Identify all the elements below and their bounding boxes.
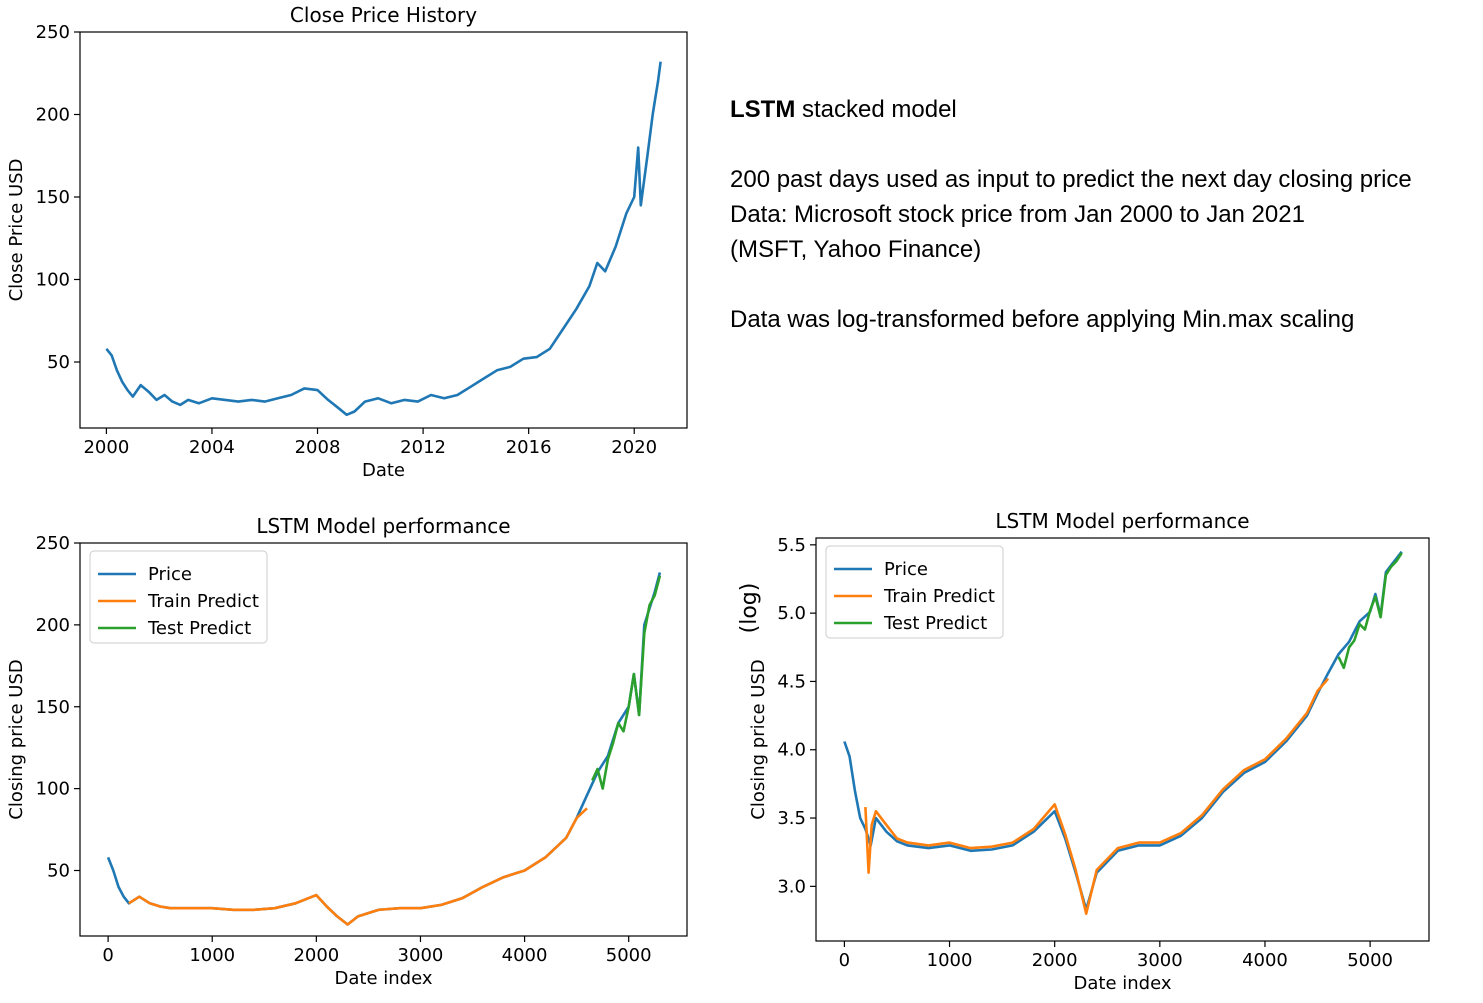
- plot-frame: [79, 31, 688, 429]
- series-line-train-predict: [864, 677, 1330, 915]
- chart-lstm-performance-linear: LSTM Model performance 0 1000 2000 3000 4000 5…: [6, 514, 688, 989]
- chart-title: Close Price History: [290, 3, 477, 27]
- series-line-test-predict: [591, 575, 662, 790]
- legend-label-train-predict: Train Predict: [883, 586, 995, 607]
- x-tick-label: 2000: [1032, 950, 1078, 971]
- x-tick-label: 2012: [400, 437, 446, 458]
- x-tick-label: 2008: [295, 437, 341, 458]
- x-tick-label: 0: [102, 945, 113, 966]
- y-tick-label: 50: [47, 352, 70, 373]
- y-tick-label: 5.5: [777, 535, 806, 556]
- chart-close-price-history: Close Price History 2000 2004 2008 2012 2016 2…: [6, 3, 688, 481]
- notes-line-1: 200 past days used as input to predict t…: [730, 166, 1412, 193]
- series-line-test-predict: [1337, 552, 1403, 670]
- series-group: [106, 572, 662, 926]
- y-axis-label-log: (log): [737, 583, 762, 634]
- series-group: [105, 61, 662, 417]
- y-tick-label: 50: [47, 861, 70, 882]
- x-tick-label: 2004: [189, 437, 235, 458]
- y-tick-label: 3.5: [777, 808, 806, 829]
- x-tick-label: 2000: [83, 437, 129, 458]
- y-axis-label: Close Price USD: [6, 159, 27, 302]
- y-tick-label: 150: [36, 697, 70, 718]
- x-tick-label: 1000: [927, 950, 973, 971]
- notes-panel: LSTM stacked model 200 past days used as…: [730, 92, 1480, 337]
- x-tick-label: 5000: [606, 945, 652, 966]
- x-tick-label: 3000: [398, 945, 444, 966]
- x-tick-label: 4000: [1242, 950, 1288, 971]
- notes-line-2: Data: Microsoft stock price from Jan 200…: [730, 201, 1305, 228]
- y-tick-label: 150: [36, 187, 70, 208]
- x-tick-label: 2000: [293, 945, 339, 966]
- chart-lstm-performance-log: LSTM Model performance 0 1000 2000 3000 4000 5…: [737, 509, 1430, 994]
- x-tick-label: 5000: [1347, 950, 1393, 971]
- y-tick-label: 4.5: [777, 671, 806, 692]
- x-tick-label: 2020: [611, 437, 657, 458]
- x-tick-label: 1000: [189, 945, 235, 966]
- series-line-close: [105, 61, 662, 417]
- notes-model-line: LSTM stacked model: [730, 92, 1480, 127]
- plot-frame: [815, 537, 1430, 942]
- y-tick-label: 100: [36, 779, 70, 800]
- notes-line-3: (MSFT, Yahoo Finance): [730, 236, 982, 263]
- y-tick-label: 200: [36, 615, 70, 636]
- x-axis-label: Date index: [1074, 973, 1172, 994]
- x-tick-label: 2016: [506, 437, 552, 458]
- legend-label-price: Price: [884, 559, 928, 580]
- x-axis-label: Date index: [335, 968, 433, 989]
- plot-frame: [79, 542, 688, 937]
- y-axis-label: Closing price USD: [6, 659, 27, 820]
- y-tick-label: 250: [36, 533, 70, 554]
- y-tick-label: 3.0: [777, 876, 806, 897]
- series-group: [843, 550, 1403, 915]
- legend-label-test-predict: Test Predict: [147, 618, 251, 639]
- legend-label-train-predict: Train Predict: [147, 591, 259, 612]
- series-line-price: [843, 550, 1403, 911]
- y-tick-label: 200: [36, 105, 70, 126]
- y-tick-label: 250: [36, 22, 70, 43]
- y-axis-label: Closing price USD: [748, 659, 769, 820]
- chart-title: LSTM Model performance: [995, 509, 1249, 533]
- x-tick-label: 3000: [1137, 950, 1183, 971]
- x-tick-label: 4000: [502, 945, 548, 966]
- x-axis-label: Date: [362, 460, 405, 481]
- series-line-train-predict: [128, 807, 588, 926]
- legend-label-price: Price: [148, 564, 192, 585]
- legend-label-test-predict: Test Predict: [883, 613, 987, 634]
- y-tick-label: 4.0: [777, 740, 806, 761]
- y-tick-label: 100: [36, 270, 70, 291]
- notes-model-bold: LSTM: [730, 96, 796, 123]
- notes-line-4: Data was log-transformed before applying…: [730, 306, 1355, 333]
- chart-title: LSTM Model performance: [256, 514, 510, 538]
- x-tick-label: 0: [839, 950, 850, 971]
- y-tick-label: 5.0: [777, 603, 806, 624]
- notes-model-rest: stacked model: [795, 96, 957, 123]
